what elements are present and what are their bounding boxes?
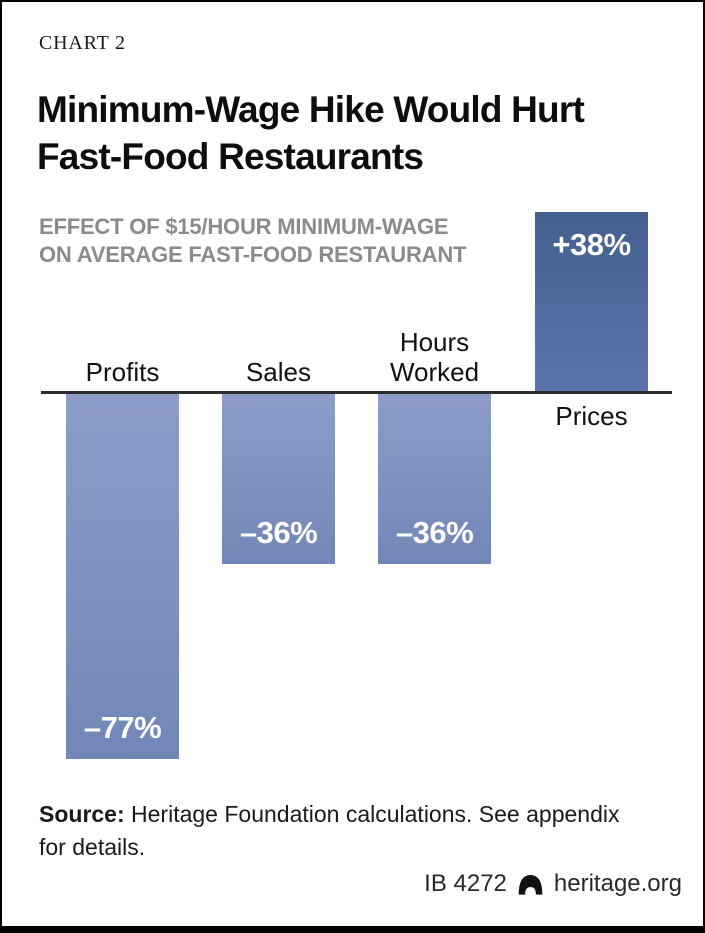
bar-value-label-hours-worked: –36%	[395, 515, 474, 550]
chart-subtitle: EFFECT OF $15/HOUR MINIMUM-WAGE ON AVERA…	[39, 213, 519, 269]
report-id: IB 4272	[424, 870, 507, 897]
bar-value-label-sales: –36%	[239, 515, 318, 550]
bar-value-label-prices: +38%	[552, 227, 631, 262]
chart-subtitle-line1: EFFECT OF $15/HOUR MINIMUM-WAGE	[39, 214, 449, 239]
bar-value-label-profits: –77%	[83, 710, 162, 745]
heritage-bell-icon	[518, 874, 543, 895]
category-label-sales: Sales	[245, 357, 312, 387]
chart-title-line2: Fast-Food Restaurants	[37, 136, 424, 177]
source-text-line2: for details.	[39, 834, 146, 860]
category-label-hours-worked: Hours Worked	[389, 327, 480, 387]
bar-prices: +38%	[535, 212, 648, 393]
source-note: Source: Heritage Foundation calculations…	[39, 798, 639, 864]
bar-hours-worked: –36%	[378, 393, 491, 564]
source-label: Source:	[39, 801, 125, 827]
bar-sales: –36%	[222, 393, 335, 564]
site-text: heritage.org	[553, 870, 682, 897]
chart-subtitle-line2: ON AVERAGE FAST-FOOD RESTAURANT	[39, 242, 467, 267]
chart-number-label: CHART 2	[39, 32, 126, 54]
category-label-prices: Prices	[555, 401, 628, 431]
source-text-line1: Heritage Foundation calculations. See ap…	[124, 801, 620, 827]
category-label-profits: Profits	[85, 357, 160, 387]
x-axis-line	[41, 391, 672, 394]
bar-profits: –77%	[66, 393, 179, 759]
chart-title: Minimum-Wage Hike Would Hurt Fast-Food R…	[37, 86, 677, 180]
footer: IB 4272 heritage.org	[424, 870, 682, 898]
chart-title-line1: Minimum-Wage Hike Would Hurt	[37, 89, 585, 130]
